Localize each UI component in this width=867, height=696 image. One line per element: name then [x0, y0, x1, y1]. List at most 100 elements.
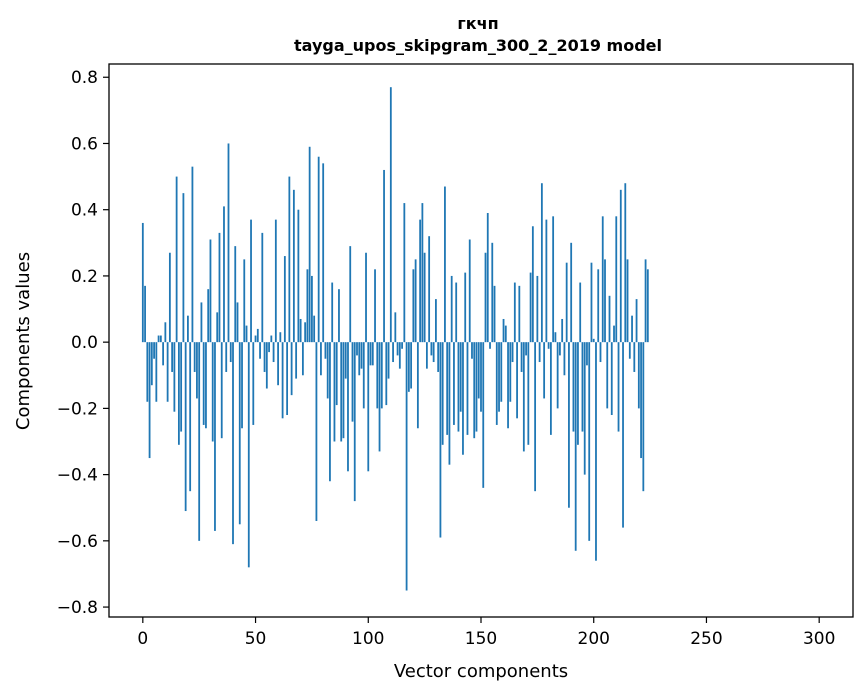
bar-component-47	[247, 342, 250, 568]
bar-component-104	[376, 342, 379, 409]
bar-component-198	[588, 342, 591, 541]
bar-component-50	[254, 335, 257, 343]
bar-component-5	[153, 342, 155, 359]
bar-component-119	[410, 342, 413, 389]
bar-component-8	[159, 335, 162, 343]
bar-component-170	[525, 342, 527, 356]
bar-component-197	[586, 342, 588, 366]
bar-component-109	[387, 342, 390, 379]
bar-component-11	[166, 342, 169, 402]
x-tick-label: 200	[578, 629, 610, 649]
bar-component-220	[637, 342, 640, 409]
bar-component-111	[392, 342, 394, 363]
bar-component-95	[356, 342, 358, 356]
bar-component-0	[141, 222, 144, 343]
bar-component-129	[432, 342, 435, 363]
bar-component-204	[601, 216, 604, 343]
bar-component-200	[592, 338, 595, 343]
x-axis-ticks: 0 50 100 150 200 250 300	[137, 617, 835, 649]
bar-component-222	[642, 342, 645, 492]
bar-component-52	[259, 342, 261, 359]
bar-component-196	[583, 342, 586, 475]
bar-component-77	[315, 342, 318, 521]
bar-component-27	[202, 342, 205, 425]
bar-component-122	[416, 342, 419, 429]
bar-component-62	[281, 342, 284, 419]
bar-component-20	[187, 315, 189, 343]
bar-component-108	[385, 342, 388, 406]
bar-component-76	[313, 315, 316, 343]
bar-component-102	[371, 342, 374, 366]
bar-component-18	[182, 193, 185, 343]
bar-component-169	[522, 342, 525, 452]
bar-component-144	[466, 342, 469, 435]
bar-component-151	[482, 342, 485, 488]
bar-component-185	[559, 342, 561, 356]
bar-component-134	[444, 186, 446, 343]
bar-component-117	[405, 342, 408, 591]
bar-component-53	[261, 232, 264, 343]
bar-component-152	[484, 252, 487, 343]
bar-component-41	[234, 246, 237, 343]
bar-component-178	[543, 342, 546, 399]
x-tick-label: 0	[137, 629, 148, 649]
bar-component-107	[383, 169, 385, 343]
bar-component-210	[615, 216, 618, 343]
bar-component-213	[622, 342, 624, 528]
bar-component-161	[504, 325, 507, 343]
bar-component-138	[453, 342, 455, 425]
bar-component-89	[342, 342, 345, 439]
bar-component-188	[565, 262, 568, 343]
bar-component-165	[513, 282, 516, 343]
bar-component-208	[610, 342, 613, 416]
bar-component-121	[414, 259, 417, 343]
bar-component-219	[635, 299, 638, 343]
bar-component-162	[507, 342, 509, 429]
bar-component-51	[256, 328, 259, 343]
bar-component-25	[198, 342, 201, 541]
bar-component-148	[475, 342, 478, 432]
bar-component-75	[311, 275, 313, 343]
bar-component-127	[428, 236, 431, 343]
bar-component-33	[216, 312, 219, 343]
y-tick-label: 0.2	[71, 267, 98, 287]
bar-component-182	[552, 216, 555, 343]
y-tick-label: 0.4	[71, 201, 98, 221]
bar-component-68	[295, 342, 298, 379]
bar-component-37	[225, 342, 228, 372]
bar-component-2	[146, 342, 149, 402]
bar-component-26	[200, 302, 203, 343]
bar-component-46	[245, 325, 248, 343]
bar-component-19	[184, 342, 187, 512]
bar-component-139	[455, 282, 458, 343]
y-tick-label: 0.0	[71, 333, 98, 353]
bar-component-199	[590, 262, 593, 343]
bar-component-115	[401, 342, 403, 349]
bar-component-153	[486, 213, 489, 343]
bar-component-21	[189, 342, 192, 492]
bar-component-22	[191, 166, 194, 343]
bar-component-92	[349, 246, 352, 343]
y-tick-label: 0.6	[71, 134, 98, 154]
bar-component-73	[306, 269, 309, 343]
bar-component-149	[477, 342, 480, 399]
bar-component-30	[209, 239, 212, 343]
bar-component-94	[353, 342, 356, 502]
bar-component-86	[335, 342, 338, 406]
bar-component-29	[207, 289, 210, 343]
bar-component-174	[534, 342, 537, 492]
bar-component-166	[516, 342, 518, 419]
bar-component-133	[441, 342, 444, 445]
bar-component-56	[268, 342, 270, 353]
bar-component-179	[545, 219, 548, 343]
bar-component-193	[577, 342, 579, 445]
bar-component-214	[624, 183, 627, 343]
bar-component-101	[369, 342, 372, 366]
bar-component-175	[536, 275, 539, 343]
bar-component-192	[574, 342, 577, 551]
bar-component-82	[326, 342, 329, 399]
bar-component-9	[162, 342, 165, 366]
bar-component-187	[563, 342, 566, 376]
bars-group	[141, 87, 649, 591]
